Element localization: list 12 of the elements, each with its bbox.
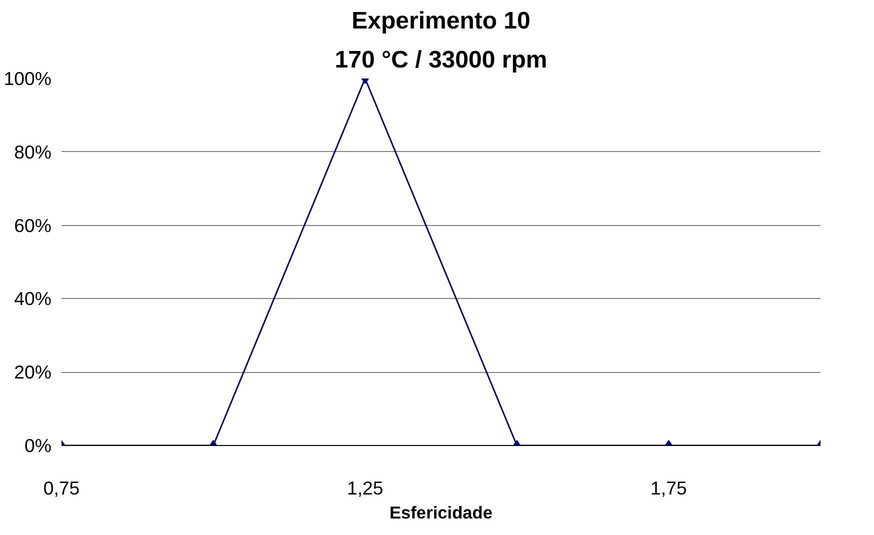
y-tick-label: 100%	[4, 68, 52, 89]
x-tick-label: 0,75	[43, 478, 80, 498]
y-tick-label: 60%	[14, 214, 52, 236]
y-tick-label: 0%	[24, 435, 52, 456]
x-axis-title: Esfericidade	[389, 502, 493, 522]
y-tick-label: 40%	[14, 288, 52, 310]
x-tick-label: 1,25	[346, 478, 384, 498]
chart-title: Experimento 10	[352, 8, 530, 34]
y-tick-label: 20%	[14, 362, 52, 383]
chart-subtitle: 170 °C / 33000 rpm	[334, 46, 548, 74]
x-tick-label: 1,75	[650, 478, 687, 498]
y-tick-label: 80%	[14, 141, 52, 162]
